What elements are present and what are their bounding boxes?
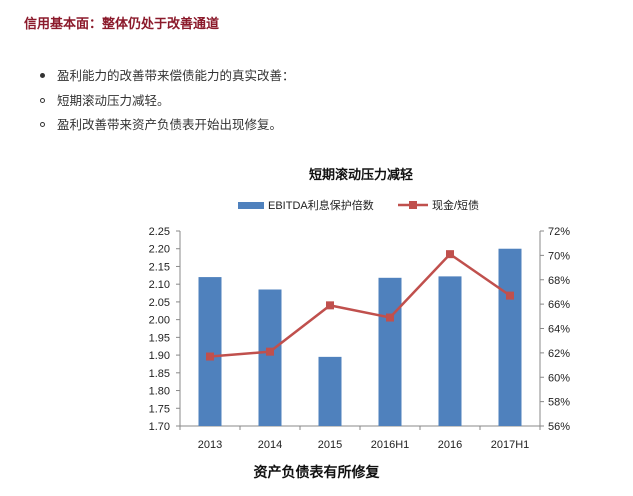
right-tick-label: 60% — [548, 372, 570, 384]
ebitda-bar — [498, 248, 522, 426]
cash-short-debt-point — [206, 352, 214, 361]
bullet-item: 盈利能力的改善带来偿债能力的真实改善： — [40, 64, 295, 89]
legend-label-ebitda: EBITDA利息保护倍数 — [268, 198, 374, 212]
left-tick-label: 2.25 — [149, 226, 170, 238]
left-tick-label: 1.95 — [149, 332, 170, 344]
chart-title: 短期滚动压力减轻 — [309, 167, 413, 183]
left-tick-label: 2.15 — [149, 261, 170, 273]
left-tick-label: 1.70 — [149, 421, 170, 433]
ebitda-bar — [258, 289, 282, 426]
x-tick-label: 2014 — [258, 439, 282, 451]
x-tick-label: 2015 — [318, 439, 342, 451]
right-tick-label: 56% — [548, 421, 570, 433]
right-tick-label: 62% — [548, 348, 570, 360]
cash-short-debt-point — [326, 301, 334, 310]
left-tick-label: 2.10 — [149, 279, 170, 291]
right-tick-label: 70% — [548, 250, 570, 262]
left-tick-label: 1.85 — [149, 368, 170, 380]
bullet-text: 短期滚动压力减轻。 — [57, 93, 170, 108]
right-tick-label: 58% — [548, 397, 570, 409]
bullet-text: 盈利能力的改善带来偿债能力的真实改善： — [57, 69, 295, 83]
x-tick-label: 2016H1 — [371, 439, 410, 451]
ebitda-bar — [198, 277, 222, 426]
bullet-circle-icon — [40, 97, 45, 103]
left-tick-label: 2.05 — [149, 297, 170, 309]
left-tick-label: 1.80 — [149, 386, 170, 398]
left-tick-label: 1.75 — [149, 403, 170, 415]
bullet-item: 盈利改善带来资产负债表开始出现修复。 — [40, 113, 295, 138]
bullet-circle-icon — [40, 122, 45, 127]
bullet-dot-icon — [40, 73, 45, 78]
bottom-title: 资产负债表有所修复 — [253, 465, 380, 481]
x-tick-label: 2016 — [438, 439, 462, 451]
bullet-item: 短期滚动压力减轻。 — [40, 89, 295, 114]
legend-line-marker — [409, 201, 417, 209]
cash-short-debt-point — [386, 313, 394, 322]
legend-bar-swatch — [238, 202, 264, 209]
ebitda-bar — [438, 276, 462, 426]
right-tick-label: 72% — [548, 226, 570, 238]
cash-short-debt-point — [506, 291, 514, 300]
x-tick-label: 2017H1 — [491, 439, 530, 451]
right-tick-label: 66% — [548, 299, 570, 311]
left-tick-label: 2.20 — [149, 244, 170, 256]
right-tick-label: 68% — [548, 275, 570, 287]
left-tick-label: 2.00 — [149, 315, 170, 327]
left-tick-label: 1.90 — [149, 350, 170, 362]
ebitda-bar — [318, 356, 342, 426]
legend-label-cash-short-debt: 现金/短债 — [432, 198, 479, 212]
cash-short-debt-point — [446, 250, 454, 259]
ebitda-bar — [378, 277, 402, 426]
bullet-text: 盈利改善带来资产负债表开始出现修复。 — [57, 118, 283, 132]
right-tick-label: 64% — [548, 324, 570, 336]
x-tick-label: 2013 — [198, 439, 222, 451]
page-heading: 信用基本面：整体仍处于改善通道 — [24, 16, 220, 31]
cash-short-debt-point — [266, 347, 274, 356]
bullet-list: 盈利能力的改善带来偿债能力的真实改善： 短期滚动压力减轻。 盈利改善带来资产负债… — [40, 64, 295, 138]
cash-short-debt-line — [209, 252, 511, 358]
